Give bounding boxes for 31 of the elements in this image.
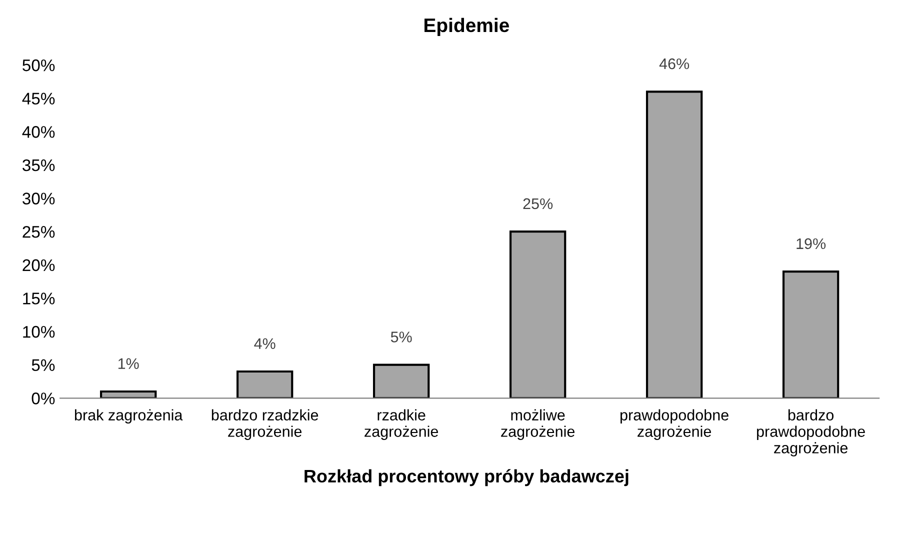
bar (236, 370, 294, 398)
x-tick-label: bardzo prawdopodobne zagrożenie (757, 409, 865, 456)
y-tick-label: 0% (32, 392, 55, 404)
y-tick-label: 30% (22, 192, 55, 204)
data-label: 4% (254, 338, 276, 349)
data-label: 46% (659, 58, 690, 70)
bar (100, 390, 157, 398)
y-tick-label: 35% (22, 159, 55, 172)
y-tick-label: 50% (22, 59, 55, 72)
y-tick-label: 45% (22, 92, 55, 105)
data-label: 1% (118, 358, 139, 369)
x-tick-label: prawdopodobne zagrożenie (620, 409, 728, 440)
data-label: 25% (523, 198, 553, 210)
y-tick-label: 20% (22, 259, 55, 272)
y-tick-label: 15% (23, 292, 55, 304)
x-tick-label: rzadkie zagrożenie (364, 409, 438, 440)
x-tick-label: możliwe zagrożenie (501, 409, 575, 440)
x-tick-label: brak zagrożenia (74, 409, 183, 424)
chart-title: Epidemie (424, 18, 509, 36)
bar (372, 364, 430, 398)
bar (509, 230, 566, 398)
bar (782, 270, 840, 398)
y-tick-label: 10% (23, 326, 55, 338)
x-tick-label: bardzo rzadzkie zagrożenie (212, 409, 318, 440)
x-axis-title: Rozkład procentowy próby badawczej (304, 469, 628, 486)
y-tick-label: 40% (22, 126, 55, 138)
data-label: 5% (390, 332, 412, 342)
y-tick-label: 25% (22, 226, 55, 238)
bar (646, 90, 703, 398)
y-tick-label: 5% (32, 359, 55, 372)
data-label: 19% (796, 238, 826, 250)
